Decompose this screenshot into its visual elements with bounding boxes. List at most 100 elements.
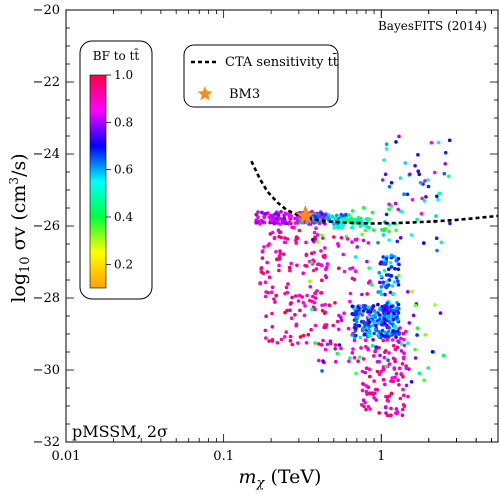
data-point (447, 138, 452, 143)
data-point (377, 335, 381, 339)
data-point (380, 228, 384, 232)
data-point (399, 336, 403, 341)
data-point (391, 343, 396, 348)
data-point (354, 312, 359, 317)
data-point (311, 294, 315, 299)
data-point (398, 176, 403, 180)
data-point (357, 324, 362, 328)
data-point (413, 303, 418, 308)
data-point (413, 356, 418, 360)
data-point (332, 226, 337, 230)
data-point (402, 351, 406, 356)
data-point (401, 387, 405, 392)
data-point (385, 301, 390, 306)
y-tick-label: −22 (33, 75, 60, 90)
data-point (361, 357, 366, 361)
data-point (393, 254, 397, 259)
data-point (393, 309, 397, 313)
data-point (266, 243, 270, 248)
data-point (387, 278, 392, 282)
data-point (381, 233, 386, 237)
data-point (345, 237, 350, 241)
data-point (364, 384, 369, 388)
data-point (347, 213, 351, 217)
data-point (423, 333, 428, 337)
legend-bm3-label: BM3 (229, 87, 260, 102)
data-point (261, 249, 265, 253)
data-point (399, 372, 404, 376)
data-point (288, 334, 293, 339)
data-point (381, 280, 386, 285)
data-point (334, 216, 338, 221)
data-point (372, 396, 376, 400)
data-point (424, 195, 428, 199)
data-point (319, 211, 324, 216)
data-point (355, 245, 360, 249)
data-point (367, 333, 372, 338)
data-point (406, 341, 410, 346)
data-point (395, 410, 400, 414)
data-point (390, 309, 395, 313)
data-point (264, 211, 268, 216)
legend-bm3-star (197, 86, 213, 101)
colorbar-gradient (89, 74, 107, 289)
data-point (383, 382, 387, 387)
data-point (358, 335, 363, 340)
colorbar-tick-label: 0.6 (114, 163, 133, 177)
data-point (381, 255, 386, 259)
data-point (387, 238, 391, 242)
data-point (357, 355, 362, 360)
data-point (396, 310, 401, 315)
data-point (313, 323, 318, 328)
data-point (288, 268, 292, 273)
data-point (286, 282, 290, 286)
data-point (367, 320, 372, 325)
data-point (354, 371, 358, 376)
data-point (350, 333, 355, 337)
colorbar-title: BF to tt̄ (93, 47, 140, 63)
data-point (297, 228, 302, 233)
data-point (270, 285, 275, 290)
data-point (410, 198, 415, 202)
data-point (401, 331, 406, 336)
data-point (382, 262, 387, 266)
data-point (392, 280, 397, 284)
data-point (379, 292, 384, 297)
data-point (434, 236, 439, 240)
data-point (347, 359, 351, 364)
data-point (439, 240, 444, 245)
data-point (356, 359, 360, 364)
data-point (384, 212, 389, 217)
data-point (396, 279, 400, 284)
data-point (294, 323, 299, 328)
data-point (384, 256, 389, 261)
data-point (396, 302, 401, 307)
data-point (304, 341, 309, 345)
data-point (327, 303, 332, 308)
data-point (311, 237, 315, 242)
data-point (278, 249, 282, 253)
data-point (378, 280, 382, 285)
data-point (385, 398, 390, 403)
data-point (350, 225, 355, 230)
data-point (341, 252, 346, 257)
data-point (259, 266, 264, 270)
data-point (402, 393, 406, 398)
data-point (296, 341, 300, 345)
data-point (284, 285, 289, 290)
data-point (346, 326, 351, 331)
data-point (352, 355, 357, 360)
data-point (376, 302, 380, 307)
data-point (392, 366, 397, 370)
data-point (323, 274, 328, 278)
data-point (279, 235, 284, 240)
data-point (394, 228, 398, 232)
data-point (354, 333, 358, 338)
data-point (422, 241, 426, 245)
data-point (429, 140, 434, 145)
data-point (383, 172, 388, 177)
data-point (282, 240, 287, 245)
data-point (404, 383, 409, 388)
data-point (336, 327, 341, 332)
